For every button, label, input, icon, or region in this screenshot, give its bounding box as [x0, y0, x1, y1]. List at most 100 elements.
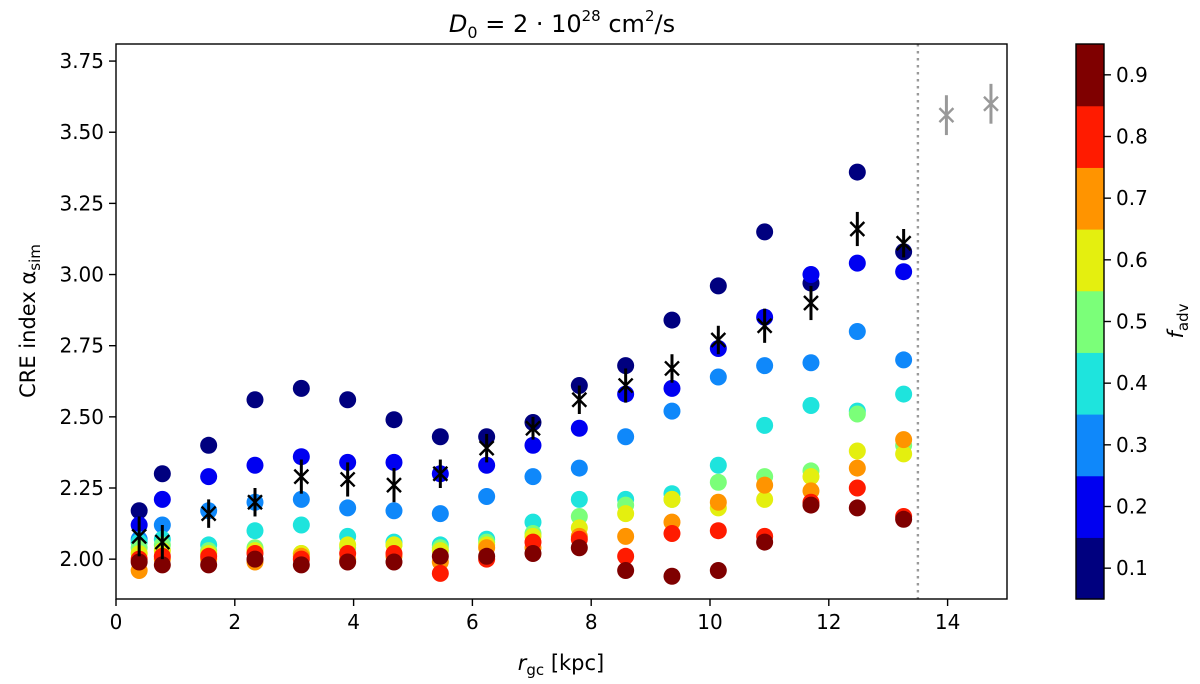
colorbar-tick-label: 0.7 — [1116, 186, 1148, 210]
observed-marker — [339, 471, 356, 488]
data-point — [895, 431, 913, 449]
data-point — [802, 496, 820, 514]
observed-marker — [895, 235, 912, 252]
data-point — [895, 263, 913, 281]
data-point — [663, 490, 681, 508]
data-point — [570, 539, 588, 557]
data-point — [292, 448, 310, 466]
data-point — [385, 411, 403, 429]
colorbar-band — [1076, 475, 1104, 538]
data-point — [756, 476, 774, 494]
observed-marker — [131, 528, 148, 545]
observed-marker — [200, 505, 217, 522]
colorbar-tick-label: 0.9 — [1116, 63, 1148, 87]
colorbar-tick-label: 0.4 — [1116, 371, 1148, 395]
observed-marker — [849, 221, 866, 237]
data-point — [709, 493, 727, 511]
x-tick-label: 6 — [466, 610, 479, 634]
colorbar-band — [1076, 537, 1104, 600]
data-point — [709, 277, 727, 295]
data-point — [663, 525, 681, 543]
data-point — [848, 442, 866, 460]
colorbar-band — [1076, 290, 1104, 353]
data-point — [709, 368, 727, 386]
y-tick-label: 3.50 — [59, 120, 104, 144]
data-point — [200, 468, 218, 486]
y-tick-label: 2.50 — [59, 405, 104, 429]
observed-marker — [756, 317, 773, 334]
data-point — [802, 266, 820, 284]
colorbar-band — [1076, 105, 1104, 168]
colorbar-band — [1076, 229, 1104, 292]
data-point — [339, 499, 357, 517]
x-tick-label: 0 — [110, 610, 123, 634]
data-point — [431, 505, 449, 523]
colorbar-tick-label: 0.1 — [1116, 556, 1148, 580]
observed-marker — [710, 332, 727, 348]
data-point — [617, 562, 635, 580]
data-point — [848, 499, 866, 517]
data-point — [478, 547, 496, 565]
data-point — [895, 351, 913, 369]
observed-marker — [293, 468, 310, 485]
data-point — [292, 516, 310, 534]
y-tick-label: 2.75 — [59, 334, 104, 358]
x-tick-label: 14 — [935, 610, 960, 634]
data-point — [524, 544, 542, 562]
data-point — [663, 311, 681, 329]
y-tick-label: 3.75 — [59, 49, 104, 73]
data-point — [709, 456, 727, 474]
observed-marker — [478, 440, 495, 457]
data-point — [570, 419, 588, 437]
data-point — [709, 562, 727, 580]
observed-marker — [617, 377, 634, 394]
data-point — [756, 357, 774, 375]
y-axis: 2.00 2.25 2.50 2.75 3.00 3.25 3.50 3.75 — [59, 49, 116, 571]
data-point — [663, 379, 681, 397]
data-point — [339, 553, 357, 571]
y-tick-label: 3.00 — [59, 263, 104, 287]
data-point — [130, 502, 148, 520]
data-point — [431, 547, 449, 565]
data-point — [570, 490, 588, 508]
data-point — [385, 453, 403, 471]
data-point — [848, 459, 866, 477]
data-point — [848, 322, 866, 340]
colorbar-band — [1076, 167, 1104, 230]
data-point — [292, 556, 310, 574]
data-point — [663, 567, 681, 585]
data-point — [153, 490, 171, 508]
data-point — [617, 527, 635, 545]
data-point — [339, 391, 357, 409]
data-point — [478, 456, 496, 474]
x-tick-label: 2 — [228, 610, 241, 634]
observed-marker — [664, 360, 680, 377]
x-tick-label: 10 — [697, 610, 722, 634]
data-point — [756, 223, 774, 241]
colorbar-tick-label: 0.6 — [1116, 248, 1148, 272]
x-axis-label: rgc [kpc] — [518, 651, 605, 679]
data-point — [246, 391, 264, 409]
x-axis: 0 2 4 6 8 10 12 14 — [110, 599, 960, 634]
x-tick-label: 8 — [585, 610, 598, 634]
y-tick-label: 2.00 — [59, 547, 104, 571]
plot-area — [115, 43, 1008, 600]
observed-marker — [432, 465, 449, 482]
colorbar-tick-label: 0.5 — [1116, 310, 1148, 334]
data-point — [802, 468, 820, 486]
x-tick-label: 12 — [816, 610, 841, 634]
chart-title: D0 = 2 · 1028 cm2/s — [449, 7, 675, 42]
data-point — [478, 488, 496, 506]
x-tick-label: 4 — [347, 610, 360, 634]
observed-marker — [247, 494, 263, 511]
colorbar-tick-label: 0.3 — [1116, 433, 1148, 457]
data-point — [663, 402, 681, 420]
data-point — [385, 502, 403, 520]
data-point — [848, 479, 866, 497]
data-point — [709, 473, 727, 491]
data-point — [524, 468, 542, 486]
data-point — [802, 354, 820, 372]
observed-marker — [386, 477, 402, 494]
data-point — [895, 385, 913, 403]
